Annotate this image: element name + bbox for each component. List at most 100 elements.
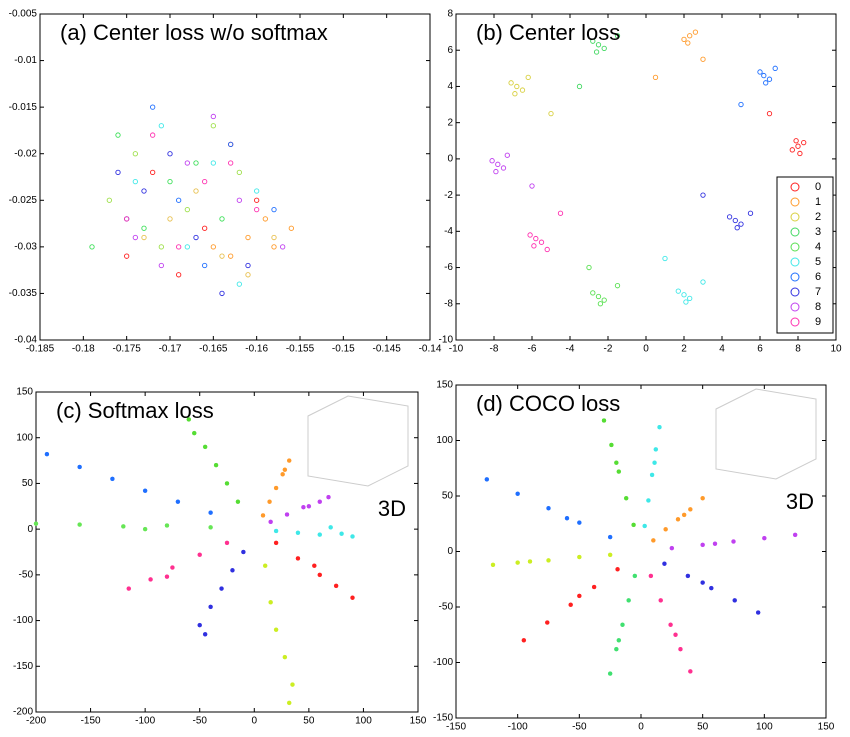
point (235, 499, 241, 504)
point (591, 584, 597, 590)
point (658, 598, 663, 603)
legend-label: 4 (815, 241, 821, 253)
point (614, 646, 619, 652)
legend-marker (790, 242, 800, 252)
point (489, 158, 495, 164)
x-tick-label: -6 (528, 344, 537, 355)
point (158, 262, 164, 269)
point (228, 253, 234, 259)
legend-label: 8 (815, 301, 821, 313)
legend-box (776, 176, 834, 334)
y-tick-label: 0 (27, 524, 33, 535)
point (288, 225, 294, 231)
point (273, 528, 279, 534)
x-tick-label: 4 (719, 344, 725, 355)
y-tick-label: -8 (444, 298, 453, 309)
point (495, 161, 501, 167)
y-tick-label: 50 (22, 478, 34, 489)
point (577, 554, 582, 560)
x-tick-label: 100 (355, 716, 372, 727)
point (726, 214, 733, 220)
point (210, 160, 216, 166)
point (192, 430, 197, 436)
point (290, 682, 295, 687)
point (669, 545, 675, 551)
point (545, 620, 550, 625)
x-tick-label: -0.14 (419, 344, 442, 355)
point (219, 253, 225, 259)
point (219, 216, 225, 222)
point (614, 283, 621, 289)
y-tick-label: -150 (13, 661, 33, 672)
y-tick-label: 0 (447, 546, 453, 557)
point (245, 262, 251, 269)
point (649, 472, 655, 478)
point (609, 442, 614, 448)
point (236, 169, 242, 175)
point (607, 534, 613, 540)
legend-marker (790, 302, 800, 312)
point (789, 147, 795, 153)
point (350, 534, 355, 539)
point (593, 49, 600, 55)
point (326, 494, 331, 500)
point (295, 556, 301, 561)
point (254, 188, 260, 194)
x-tick-label: -0.165 (199, 344, 228, 355)
point (271, 244, 277, 250)
y-tick-label: -50 (439, 602, 454, 613)
y-tick-label: -4 (444, 226, 453, 237)
point (732, 598, 737, 603)
y-tick-label: -0.005 (9, 9, 38, 20)
point (766, 110, 773, 117)
point (761, 72, 767, 79)
y-tick-label: 0 (447, 154, 453, 165)
point (793, 138, 799, 144)
legend-marker (790, 197, 800, 207)
point (317, 532, 323, 537)
y-tick-label: 6 (447, 45, 453, 56)
x-tick-label: -0.145 (372, 344, 401, 355)
x-tick-label: -8 (490, 344, 499, 355)
point (631, 522, 636, 528)
y-tick-label: 100 (16, 432, 33, 443)
point (236, 197, 242, 203)
x-tick-label: -200 (26, 716, 46, 727)
point (685, 40, 691, 46)
inset-frame (715, 388, 817, 480)
point (141, 225, 147, 231)
x-tick-label: -2 (604, 344, 613, 355)
point (186, 417, 192, 422)
point (548, 110, 554, 117)
point (228, 141, 234, 148)
x-tick-label: -150 (446, 722, 466, 733)
point (601, 45, 607, 52)
point (614, 460, 619, 465)
point (230, 568, 235, 573)
x-tick-label: -50 (192, 716, 207, 727)
y-tick-label: -0.02 (14, 148, 37, 159)
point (271, 206, 277, 213)
point (663, 527, 668, 532)
point (738, 101, 744, 108)
point (254, 206, 260, 213)
point (747, 210, 754, 216)
point (202, 179, 208, 185)
inset-frame (307, 395, 409, 487)
point (527, 559, 533, 564)
point (267, 499, 272, 504)
y-tick-label: 150 (436, 380, 453, 391)
point (731, 539, 736, 544)
point (678, 646, 683, 652)
legend-label: 9 (815, 316, 821, 328)
x-tick-label: 6 (757, 344, 763, 355)
point (683, 299, 689, 305)
y-tick-label: -50 (19, 569, 34, 580)
plot-frame (39, 13, 431, 341)
point (642, 523, 647, 529)
point (333, 583, 339, 589)
x-tick-label: -0.16 (245, 344, 268, 355)
x-tick-label: 0 (638, 722, 644, 733)
point (77, 522, 82, 527)
point (268, 519, 273, 525)
